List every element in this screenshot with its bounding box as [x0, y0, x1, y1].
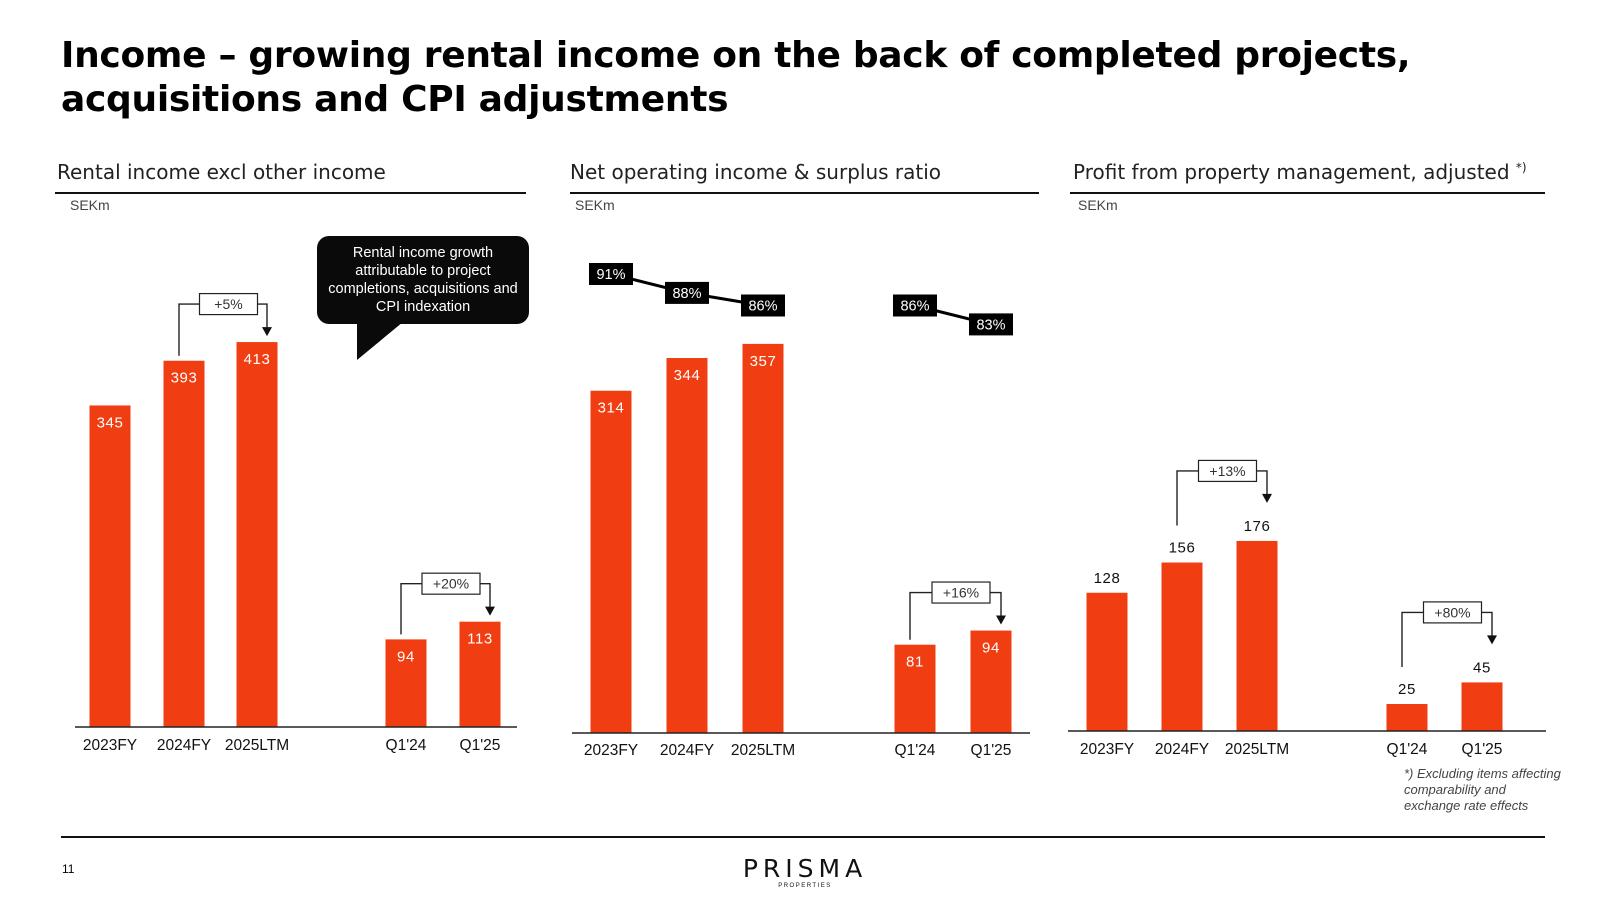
- bottom-rule: [61, 836, 1545, 838]
- panel-rule: [1070, 192, 1545, 194]
- growth-arrow-icon: [1262, 493, 1272, 503]
- growth-bracket: [1176, 470, 1268, 526]
- growth-bracket: [1401, 611, 1493, 667]
- bar-2025ltm: [1236, 540, 1278, 731]
- panel-title-rental-income: Rental income excl other income: [57, 160, 386, 184]
- bar-2024fy: [1161, 562, 1203, 731]
- surplus-ratio-label: 86%: [900, 299, 929, 315]
- surplus-ratio-label: 91%: [596, 267, 625, 283]
- bar-q125: [970, 630, 1012, 733]
- panel-rule: [55, 192, 526, 194]
- data-label: 344: [674, 367, 701, 384]
- growth-arrow-icon: [996, 615, 1006, 625]
- growth-badge: [931, 581, 991, 604]
- data-label: 94: [982, 640, 1000, 657]
- unit-label: SEKm: [575, 197, 615, 213]
- callout-box: Rental income growth attributable to pro…: [317, 236, 529, 324]
- bar-2024fy: [163, 360, 205, 727]
- growth-bracket: [909, 591, 1002, 640]
- panel-title-net-operating-income: Net operating income & surplus ratio: [570, 160, 942, 184]
- data-label: 45: [1473, 659, 1491, 676]
- data-label: 25: [1398, 681, 1416, 698]
- data-label: 81: [906, 654, 924, 671]
- callout-tail: [357, 322, 403, 360]
- footnote: *) Excluding items affecting comparabili…: [1404, 766, 1561, 813]
- tick-label: 2025LTM: [1225, 741, 1289, 758]
- growth-bracket: [400, 582, 491, 635]
- growth-bracket: [178, 303, 268, 356]
- growth-arrow-icon: [485, 606, 495, 616]
- tick-label: 2025LTM: [731, 742, 795, 759]
- tick-label: 2024FY: [1155, 741, 1209, 758]
- growth-label: +5%: [214, 296, 242, 312]
- tick-label: Q1'24: [895, 742, 936, 759]
- title-marker: *): [1515, 160, 1527, 175]
- growth-label: +13%: [1209, 463, 1245, 479]
- bar-2023fy: [590, 390, 632, 733]
- panel-title-text: Profit from property management, adjuste…: [1073, 160, 1510, 184]
- data-label: 314: [598, 400, 625, 417]
- surplus-ratio-marker: [741, 294, 785, 317]
- data-label: 413: [244, 351, 271, 368]
- bar-q124: [385, 639, 427, 727]
- growth-badge: [421, 572, 481, 595]
- tick-label: 2024FY: [157, 737, 211, 754]
- growth-label: +16%: [943, 585, 979, 601]
- bar-2023fy: [89, 405, 131, 727]
- tick-label: 2025LTM: [225, 737, 289, 754]
- tick-label: Q1'25: [1462, 741, 1503, 758]
- surplus-ratio-label: 86%: [748, 299, 777, 315]
- bar-q124: [894, 644, 936, 733]
- surplus-ratio-marker: [665, 281, 709, 304]
- bar-q125: [1461, 682, 1503, 731]
- surplus-ratio-marker: [893, 294, 937, 317]
- growth-badge: [1197, 459, 1258, 483]
- tick-label: 2023FY: [83, 737, 137, 754]
- tick-label: 2023FY: [584, 742, 638, 759]
- page-number: 11: [62, 862, 75, 876]
- data-label: 176: [1244, 518, 1271, 535]
- tick-label: Q1'25: [460, 737, 501, 754]
- bar-q124: [1386, 704, 1428, 731]
- prisma-logo: PRISMA PROPERTIES: [740, 854, 870, 890]
- data-label: 357: [750, 353, 777, 370]
- bar-2023fy: [1086, 592, 1128, 731]
- tick-label: 2023FY: [1080, 741, 1134, 758]
- tick-label: Q1'25: [971, 742, 1012, 759]
- unit-label: SEKm: [70, 197, 110, 213]
- surplus-ratio-marker: [969, 313, 1013, 336]
- tick-label: Q1'24: [1387, 741, 1428, 758]
- growth-label: +20%: [433, 576, 469, 592]
- logo-wordmark: PRISMA: [742, 854, 868, 883]
- growth-arrow-icon: [1487, 635, 1497, 645]
- bar-2025ltm: [236, 342, 278, 727]
- data-label: 128: [1094, 570, 1121, 587]
- data-label: 345: [97, 414, 124, 431]
- unit-label: SEKm: [1078, 197, 1118, 213]
- growth-badge: [198, 292, 259, 316]
- data-label: 113: [467, 631, 493, 648]
- surplus-ratio-label: 83%: [976, 317, 1005, 333]
- tick-label: Q1'24: [386, 737, 427, 754]
- data-label: 94: [397, 648, 415, 665]
- page-title: Income – growing rental income on the ba…: [61, 35, 1411, 120]
- growth-label: +80%: [1434, 604, 1470, 620]
- bar-2025ltm: [742, 343, 784, 733]
- bar-q125: [459, 621, 501, 727]
- data-label: 156: [1169, 540, 1196, 557]
- panel-rule: [570, 192, 1039, 194]
- data-label: 393: [171, 370, 198, 387]
- bar-2024fy: [666, 358, 708, 733]
- surplus-ratio-label: 88%: [672, 286, 701, 302]
- panel-title-profit-property-management: Profit from property management, adjuste…: [1073, 160, 1527, 184]
- growth-arrow-icon: [262, 327, 272, 337]
- tick-label: 2024FY: [660, 742, 714, 759]
- surplus-ratio-marker: [589, 263, 633, 285]
- growth-badge: [1422, 601, 1483, 624]
- logo-subtext: PROPERTIES: [778, 883, 832, 889]
